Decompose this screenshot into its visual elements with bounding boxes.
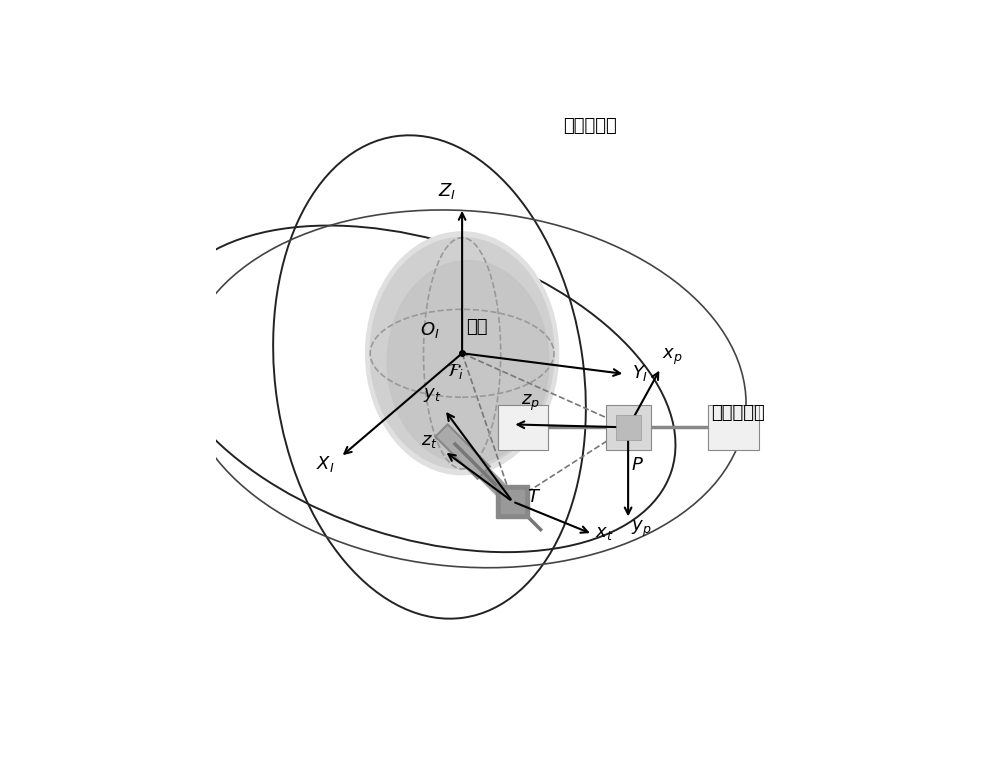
Text: $y_t$: $y_t$ — [423, 386, 442, 403]
Text: $y_p$: $y_p$ — [631, 519, 651, 539]
Text: $x_t$: $x_t$ — [595, 524, 614, 542]
Text: $X_I$: $X_I$ — [316, 454, 335, 474]
Ellipse shape — [387, 260, 549, 464]
Text: 地球: 地球 — [466, 317, 488, 336]
Text: $z_p$: $z_p$ — [521, 393, 540, 413]
Text: 跟踪航天器: 跟踪航天器 — [711, 404, 765, 423]
Text: $Y_I$: $Y_I$ — [632, 363, 648, 383]
Text: $Z_I$: $Z_I$ — [438, 181, 456, 201]
Text: $P$: $P$ — [631, 456, 643, 474]
Ellipse shape — [370, 238, 554, 469]
Bar — [496, 485, 529, 518]
Bar — [606, 405, 651, 450]
Text: $z_t$: $z_t$ — [421, 432, 438, 450]
Text: $O_I$: $O_I$ — [420, 320, 439, 340]
Text: $x_p$: $x_p$ — [662, 347, 683, 367]
Text: 目标航天器: 目标航天器 — [563, 117, 616, 135]
Ellipse shape — [366, 232, 559, 474]
Bar — [498, 405, 548, 450]
Text: $\mathcal{F}_i$: $\mathcal{F}_i$ — [447, 362, 465, 380]
Bar — [708, 405, 759, 450]
Bar — [501, 490, 524, 513]
Text: $T$: $T$ — [527, 487, 541, 506]
Bar — [616, 415, 641, 440]
